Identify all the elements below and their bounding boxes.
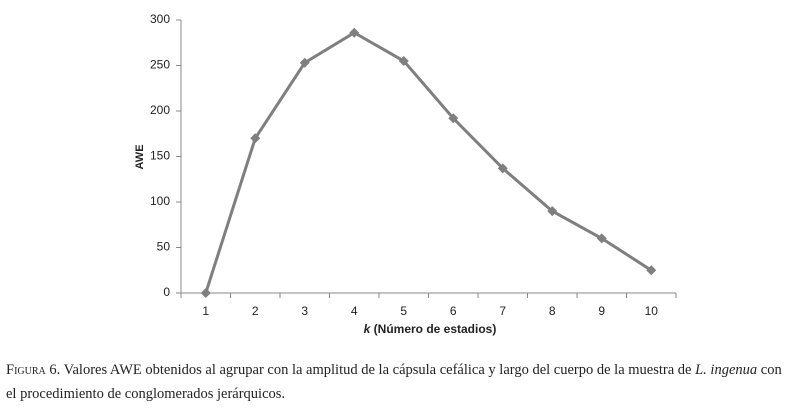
x-axis-label: k (Número de estadios): [364, 322, 497, 336]
y-tick-label: 150: [150, 149, 170, 163]
marker: [299, 57, 310, 68]
y-tick-label: 300: [150, 12, 170, 26]
marker: [596, 233, 607, 244]
y-axis-label: AWE: [134, 144, 146, 169]
marker: [497, 163, 508, 174]
x-tick-label: 5: [400, 304, 407, 318]
x-tick-label: 6: [450, 304, 457, 318]
caption-line: Figura 6. Valores AWE obtenidos al agrup…: [6, 358, 812, 382]
marker: [547, 206, 558, 217]
x-axis-text: (Número de estadios): [374, 322, 497, 336]
marker: [250, 133, 261, 144]
x-tick-label: 10: [645, 304, 659, 318]
line: [204, 30, 653, 294]
caption-line: el procedimiento de conglomerados jerárq…: [6, 386, 286, 402]
x-tick-label: 8: [549, 304, 556, 318]
caption-text: Valores AWE obtenidos al agrupar con la …: [63, 362, 692, 378]
x-tick-label: 9: [598, 304, 605, 318]
caption: Figura 6. Valores AWE obtenidos al agrup…: [6, 358, 812, 406]
marker: [349, 27, 360, 38]
y-tick-label: 200: [150, 103, 170, 117]
x-tick-label: 3: [301, 304, 308, 318]
x-tick-label: 2: [252, 304, 259, 318]
chart: AWE k (Número de estadios) 0 50 100 150 200 2…: [134, 12, 677, 336]
y-tick-label: 0: [163, 285, 170, 299]
marker: [448, 113, 459, 124]
marker: [398, 55, 409, 66]
x-tick-label: 7: [499, 304, 506, 318]
caption-text: con: [760, 362, 782, 378]
y-tick-label: 250: [150, 58, 170, 72]
x-tick-label: 4: [351, 304, 358, 318]
x-tick-label: 1: [202, 304, 209, 318]
marker: [200, 288, 211, 298]
x-axis-var: k: [364, 322, 372, 336]
y-tick-label: 50: [157, 240, 171, 254]
marker: [646, 265, 657, 276]
caption-label: Figura 6.: [6, 362, 61, 378]
caption-species: L. ingenua: [695, 362, 758, 378]
y-tick-label: 100: [150, 194, 170, 208]
